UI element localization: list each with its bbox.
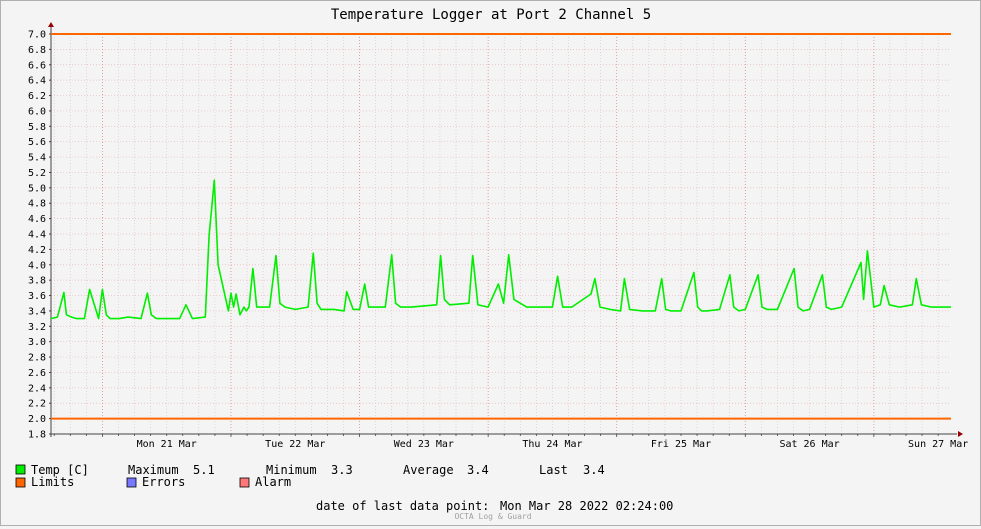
y-tick-label: 5.2 <box>28 168 46 179</box>
x-tick-label: Mon 21 Mar <box>137 439 197 450</box>
y-axis-arrow <box>48 22 54 27</box>
y-tick-label: 1.8 <box>28 430 46 441</box>
last-data-point-label: date of last data point: <box>316 499 489 513</box>
legend-last-value: 3.4 <box>583 463 605 477</box>
legend-limits-label: Limits <box>31 475 74 489</box>
x-axis-arrow <box>958 431 963 437</box>
legend-avg-label: Average <box>403 463 454 477</box>
legend-swatch-temp <box>15 464 26 475</box>
series-temp-line <box>50 179 951 320</box>
y-tick-label: 3.2 <box>28 322 46 333</box>
legend-swatch-errors <box>126 477 137 488</box>
legend-alarm-label: Alarm <box>255 475 291 489</box>
legend-min-value: 3.3 <box>331 463 353 477</box>
y-tick-label: 6.4 <box>28 76 46 87</box>
y-tick-label: 2.4 <box>28 383 46 394</box>
legend-swatch-alarm <box>239 477 250 488</box>
legend-swatch-limits <box>15 477 26 488</box>
chart-title: Temperature Logger at Port 2 Channel 5 <box>331 7 651 23</box>
limit-lines <box>51 33 951 420</box>
y-tick-label: 3.4 <box>28 306 46 317</box>
x-tick-label: Wed 23 Mar <box>394 439 454 450</box>
y-tick-label: 2.2 <box>28 399 46 410</box>
x-tick-label: Sat 26 Mar <box>779 439 839 450</box>
y-tick-label: 6.6 <box>28 60 46 71</box>
y-tick-label: 3.0 <box>28 337 46 348</box>
x-tick-label: Sun 27 Mar <box>908 439 968 450</box>
y-tick-label: 3.6 <box>28 291 46 302</box>
legend-last-label: Last <box>539 463 568 477</box>
y-tick-label: 6.0 <box>28 106 46 117</box>
grid <box>51 33 951 435</box>
legend-max-label: Maximum <box>128 463 179 477</box>
legend-avg-value: 3.4 <box>467 463 489 477</box>
x-tick-label: Fri 25 Mar <box>651 439 711 450</box>
y-tick-label: 2.0 <box>28 414 46 425</box>
y-tick-label: 5.8 <box>28 122 46 133</box>
series-layer <box>50 179 951 320</box>
y-tick-label: 5.4 <box>28 153 46 164</box>
axes: 1.8 2.0 2.2 2.4 2.6 2.8 3.0 3.2 3.4 3.6 3.8 4.0 4.2 4… <box>28 22 968 450</box>
legend-errors-label: Errors <box>142 475 185 489</box>
x-tick-label: Tue 22 Mar <box>265 439 325 450</box>
y-tick-label: 4.4 <box>28 230 46 241</box>
y-tick-label: 4.8 <box>28 199 46 210</box>
last-data-point-value: Mon Mar 28 2022 02:24:00 <box>500 499 673 513</box>
y-tick-label: 6.8 <box>28 45 46 56</box>
y-tick-label: 4.0 <box>28 260 46 271</box>
credit-text: OCTA Log & Guard <box>454 512 531 521</box>
legend-min-label: Minimum <box>266 463 317 477</box>
y-tick-label: 5.6 <box>28 137 46 148</box>
y-tick-label: 2.8 <box>28 353 46 364</box>
y-tick-label: 3.8 <box>28 276 46 287</box>
legend-max-value: 5.1 <box>193 463 215 477</box>
y-tick-label: 6.2 <box>28 91 46 102</box>
y-tick-label: 4.2 <box>28 245 46 256</box>
y-tick-label: 5.0 <box>28 183 46 194</box>
legend-temp-label: Temp [C] <box>31 463 89 477</box>
y-tick-label: 4.6 <box>28 214 46 225</box>
y-tick-label: 7.0 <box>28 30 46 41</box>
y-tick-label: 2.6 <box>28 368 46 379</box>
x-tick-label: Thu 24 Mar <box>522 439 582 450</box>
